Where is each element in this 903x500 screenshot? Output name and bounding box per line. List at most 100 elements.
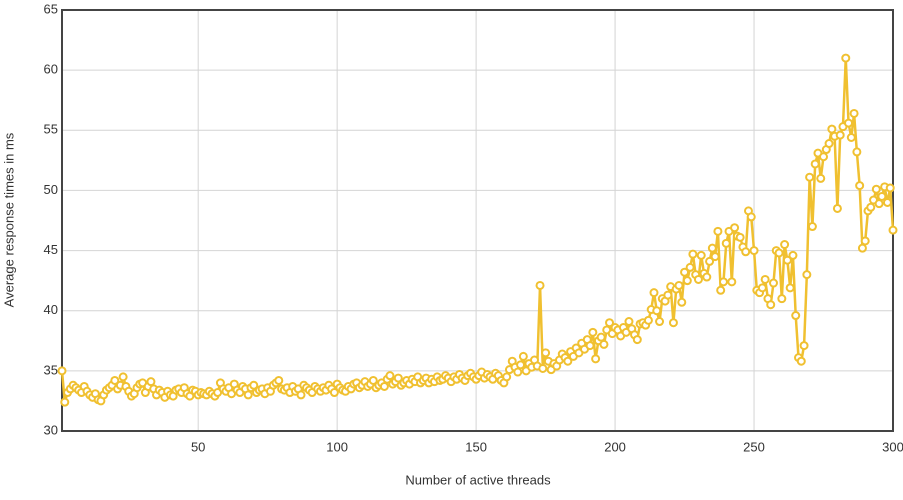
- data-point: [882, 197, 892, 207]
- series-line: [60, 58, 895, 403]
- data-point: [857, 243, 867, 253]
- data-point: [805, 172, 815, 182]
- data-point: [588, 327, 598, 337]
- data-point: [652, 306, 662, 316]
- data-point: [596, 332, 606, 342]
- data-point: [713, 226, 723, 236]
- data-point: [816, 173, 826, 183]
- data-point: [866, 202, 876, 212]
- data-point: [827, 124, 837, 134]
- data-point: [885, 183, 895, 193]
- data-point: [393, 373, 403, 383]
- data-point: [274, 375, 284, 385]
- x-tick-label: 200: [604, 439, 626, 454]
- data-point: [249, 380, 259, 390]
- data-point: [852, 147, 862, 157]
- data-point: [649, 288, 659, 298]
- data-point: [841, 53, 851, 63]
- data-point: [688, 249, 698, 259]
- data-point: [643, 315, 653, 325]
- y-tick-label: 50: [44, 182, 58, 197]
- data-point: [118, 372, 128, 382]
- data-point: [768, 278, 778, 288]
- data-point: [541, 348, 551, 358]
- data-point: [735, 232, 745, 242]
- y-tick-label: 45: [44, 242, 58, 257]
- data-point: [632, 335, 642, 345]
- x-tick-label: 250: [743, 439, 765, 454]
- plot-frame: [61, 9, 894, 432]
- data-point: [379, 381, 389, 391]
- data-point: [385, 371, 395, 381]
- data-point: [757, 283, 767, 293]
- data-point: [810, 159, 820, 169]
- data-point: [702, 272, 712, 282]
- y-tick-label: 55: [44, 122, 58, 137]
- y-tick-label: 60: [44, 62, 58, 77]
- y-tick-label: 40: [44, 302, 58, 317]
- y-tick-label: 30: [44, 422, 58, 437]
- data-point: [874, 199, 884, 209]
- data-point: [368, 375, 378, 385]
- x-tick-label: 150: [465, 439, 487, 454]
- data-point: [844, 118, 854, 128]
- data-point: [746, 212, 756, 222]
- data-point: [705, 256, 715, 266]
- data-point: [680, 267, 690, 277]
- x-tick-label: 100: [326, 439, 348, 454]
- data-point: [877, 191, 887, 201]
- data-point: [605, 318, 615, 328]
- data-point: [788, 250, 798, 260]
- data-point: [807, 222, 817, 232]
- data-point: [799, 341, 809, 351]
- data-point: [760, 274, 770, 284]
- data-point: [682, 276, 692, 286]
- data-point: [624, 317, 634, 327]
- data-point: [502, 372, 512, 382]
- data-point: [835, 130, 845, 140]
- data-point: [591, 354, 601, 364]
- data-point: [710, 252, 720, 262]
- data-point: [513, 367, 523, 377]
- data-point: [585, 341, 595, 351]
- data-point: [296, 390, 306, 400]
- data-point: [855, 181, 865, 191]
- data-point: [685, 262, 695, 272]
- y-tick-label: 65: [44, 1, 58, 16]
- data-point: [730, 223, 740, 233]
- data-point: [888, 225, 898, 235]
- data-point: [777, 294, 787, 304]
- data-point: [674, 280, 684, 290]
- data-point: [782, 255, 792, 265]
- x-tick-label: 50: [191, 439, 205, 454]
- data-point: [563, 356, 573, 366]
- data-point: [668, 318, 678, 328]
- data-point: [846, 133, 856, 143]
- data-point: [57, 366, 67, 376]
- x-axis-label: Number of active threads: [405, 472, 551, 487]
- data-point: [243, 390, 253, 400]
- data-point: [110, 375, 120, 385]
- data-point: [518, 351, 528, 361]
- data-point: [663, 290, 673, 300]
- data-point: [774, 248, 784, 258]
- data-point: [860, 236, 870, 246]
- data-point: [693, 274, 703, 284]
- x-tick-label: 300: [882, 439, 903, 454]
- data-point: [721, 238, 731, 248]
- data-point: [329, 388, 339, 398]
- data-point: [785, 283, 795, 293]
- data-point: [727, 277, 737, 287]
- data-point: [60, 397, 70, 407]
- data-point: [824, 139, 834, 149]
- data-point: [766, 300, 776, 310]
- y-axis-label: Average response times in ms: [1, 132, 16, 307]
- data-point: [707, 243, 717, 253]
- data-point: [741, 247, 751, 257]
- data-point: [871, 184, 881, 194]
- data-point: [796, 356, 806, 366]
- data-point: [849, 108, 859, 118]
- data-point: [146, 377, 156, 387]
- data-point: [538, 363, 548, 373]
